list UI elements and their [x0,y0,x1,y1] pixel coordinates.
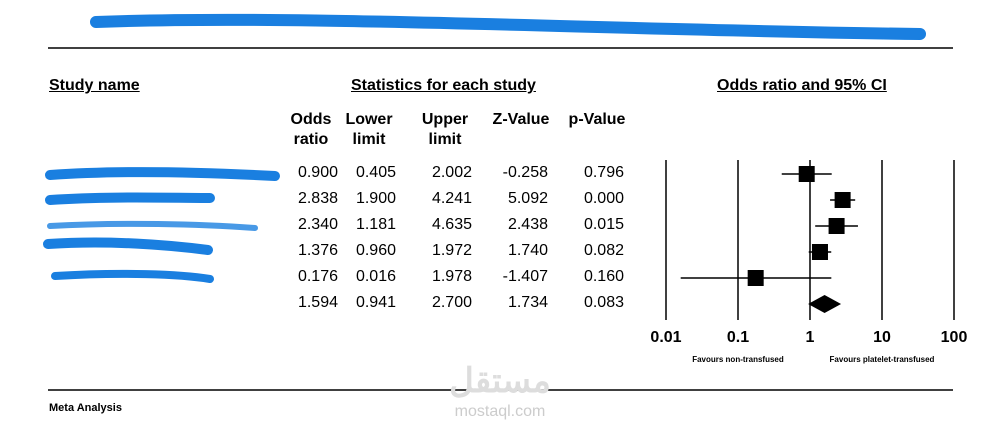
redaction [43,237,213,255]
table-cell: -1.407 [502,268,548,285]
table-cell: -0.258 [502,164,548,181]
redaction [45,167,280,181]
redaction [90,13,926,40]
point-estimate [834,192,851,208]
table-cell: 0.000 [583,190,624,207]
column-header: Lower limit [345,111,393,148]
header: Statistics for each study [351,77,536,94]
table-cell: 1.594 [297,294,338,311]
table-cell: 1.978 [431,268,472,285]
table-cell: 5.092 [507,190,548,207]
table-cell: 0.900 [297,164,338,181]
table-cell: 4.241 [431,190,472,207]
table-cell: 2.438 [507,216,548,233]
table-cell: 2.838 [297,190,338,207]
table-cell: 0.083 [583,294,624,311]
column-header: Z-Value [492,111,550,128]
table-cell: 1.181 [355,216,396,233]
table-cell: 0.015 [583,216,624,233]
table-cell: 1.740 [507,242,548,259]
redaction [47,220,258,231]
redaction [51,269,214,283]
table-cell: 2.340 [297,216,338,233]
table-cell: 1.972 [431,242,472,259]
table-cell: 4.635 [431,216,472,233]
redaction [45,192,215,205]
table-cell: 1.734 [507,294,548,311]
header: Odds ratio and 95% CI [717,77,887,94]
column-header: Upper limit [421,111,469,148]
column-header: p-Value [568,111,626,128]
column-header: Odds ratio [290,111,332,148]
table-cell: 0.796 [583,164,624,181]
point-estimate [798,166,815,182]
x-axis-label: Favours platelet-transfused [830,355,935,364]
x-tick-label: 0.1 [727,329,749,346]
table-cell: 0.405 [355,164,396,181]
x-axis-label: Favours non-transfused [692,355,784,364]
point-estimate [828,218,845,234]
table-cell: 0.176 [297,268,338,285]
table-cell: 0.016 [355,268,396,285]
x-tick-label: 10 [873,329,891,346]
table-cell: 1.376 [297,242,338,259]
table-cell: 0.941 [355,294,396,311]
table-cell: 2.700 [431,294,472,311]
x-tick-label: 0.01 [650,329,681,346]
summary-diamond [808,295,842,313]
table-cell: 0.960 [355,242,396,259]
footer: Meta Analysis [49,402,122,414]
table-cell: 1.900 [355,190,396,207]
table-cell: 0.082 [583,242,624,259]
x-tick-label: 1 [806,329,815,346]
table-cell: 0.160 [583,268,624,285]
header: Study name [49,77,140,94]
watermark: mostaql.com [455,403,546,420]
point-estimate [811,244,828,260]
table-cell: 2.002 [431,164,472,181]
watermark: مستقل [449,362,551,400]
x-tick-label: 100 [941,329,968,346]
point-estimate [747,270,764,286]
